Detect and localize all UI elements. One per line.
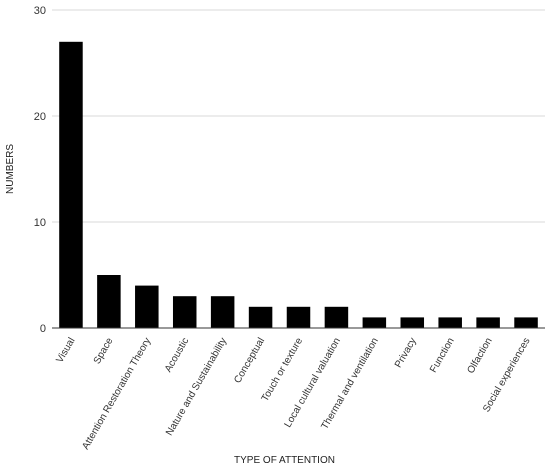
x-tick-label: Function: [428, 336, 457, 375]
bar: [59, 41, 83, 329]
bar: [286, 306, 311, 328]
x-tick-label: Acoustic: [163, 336, 191, 374]
bar: [400, 317, 425, 328]
y-tick-label: 0: [40, 323, 46, 335]
y-axis-ticks: 0 10 20 30: [34, 5, 46, 335]
y-tick-label: 20: [34, 111, 46, 123]
y-tick-label: 30: [34, 5, 46, 17]
bar: [514, 317, 538, 328]
bar: [172, 296, 197, 328]
bar: [135, 285, 159, 328]
gridlines: [52, 9, 545, 223]
x-tick-label: Space: [92, 336, 116, 366]
bar: [324, 306, 349, 328]
x-axis-title: TYPE OF ATTENTION: [234, 455, 335, 466]
bar: [210, 296, 235, 328]
x-tick-label: Attention Restoration Theory: [80, 336, 153, 452]
bar: [362, 317, 387, 328]
bars: [59, 41, 538, 329]
y-tick-label: 10: [34, 217, 46, 229]
x-tick-label: Olfaction: [465, 336, 494, 376]
bar: [476, 317, 500, 328]
bar: [438, 317, 462, 328]
x-tick-label: Touch or texture: [260, 336, 306, 404]
bar: [97, 275, 121, 328]
x-tick-label: Conceptual: [232, 336, 267, 385]
x-tick-label: Privacy: [393, 336, 419, 370]
y-axis-title: NUMBERS: [5, 144, 16, 194]
bar: [248, 306, 273, 328]
x-tick-label: Visual: [55, 336, 78, 365]
